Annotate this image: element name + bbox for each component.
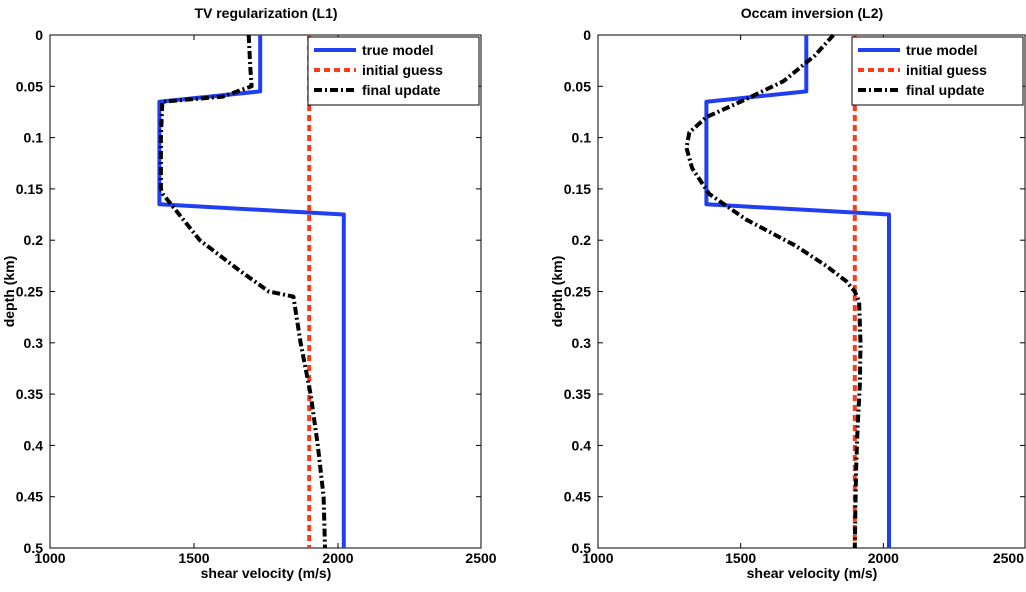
legend-label: final update [906, 82, 985, 98]
y-tick-label: 0.4 [572, 437, 592, 453]
y-axis-label: depth (km) [549, 256, 565, 328]
y-tick-label: 0.05 [16, 78, 43, 94]
y-tick-label: 0.1 [572, 130, 592, 146]
x-tick-label: 2000 [868, 550, 899, 566]
series-line-final-update [158, 34, 327, 549]
legend-label: initial guess [362, 62, 443, 78]
legend-label: true model [362, 42, 434, 58]
y-tick-label: 0.3 [572, 335, 592, 351]
x-tick-label: 1000 [582, 550, 613, 566]
x-axis-label: shear velocity (m/s) [201, 565, 332, 581]
legend-label: true model [906, 42, 978, 58]
plot-area [49, 34, 482, 549]
y-tick-label: 0.15 [564, 181, 591, 197]
y-tick-label: 0.35 [16, 386, 43, 402]
y-tick-label: 0.2 [24, 232, 44, 248]
series-line-final-update [684, 33, 863, 549]
chart-title: TV regularization (L1) [194, 5, 337, 21]
x-tick-label: 1500 [725, 550, 756, 566]
series-line-true-model [704, 35, 891, 548]
y-tick-label: 0.15 [16, 181, 43, 197]
y-tick-label: 0.25 [16, 284, 43, 300]
y-tick-label: 0.35 [564, 386, 591, 402]
x-tick-label: 1000 [34, 550, 65, 566]
y-tick-label: 0.05 [564, 78, 591, 94]
x-tick-label: 2500 [993, 550, 1024, 566]
y-tick-label: 0 [35, 27, 43, 43]
y-tick-label: 0.3 [24, 335, 44, 351]
y-tick-label: 0.5 [572, 540, 592, 556]
y-tick-label: 0.5 [24, 540, 44, 556]
plot-area [597, 34, 1026, 549]
y-tick-label: 0.45 [564, 489, 591, 505]
chart-panel-tv-regularization: TV regularization (L1) 0 0.05 0.1 0.15 0.2 0.2… [1, 5, 497, 581]
chart-title: Occam inversion (L2) [741, 5, 883, 21]
y-axis-label: depth (km) [1, 256, 17, 328]
y-tick-label: 0.1 [24, 130, 44, 146]
chart-panel-occam-inversion: Occam inversion (L2) 0 0.05 0.1 0.15 0.2 0.25 0… [549, 5, 1026, 581]
y-tick-label: 0.4 [24, 437, 44, 453]
y-tick-label: 0 [583, 27, 591, 43]
legend-label: initial guess [906, 62, 987, 78]
x-axis-label: shear velocity (m/s) [747, 565, 878, 581]
y-tick-label: 0.45 [16, 489, 43, 505]
x-tick-label: 1500 [178, 550, 209, 566]
x-tick-label: 2500 [465, 550, 496, 566]
y-tick-label: 0.2 [572, 232, 592, 248]
legend-label: final update [362, 82, 441, 98]
y-tick-label: 0.25 [564, 284, 591, 300]
x-tick-label: 2000 [322, 550, 353, 566]
